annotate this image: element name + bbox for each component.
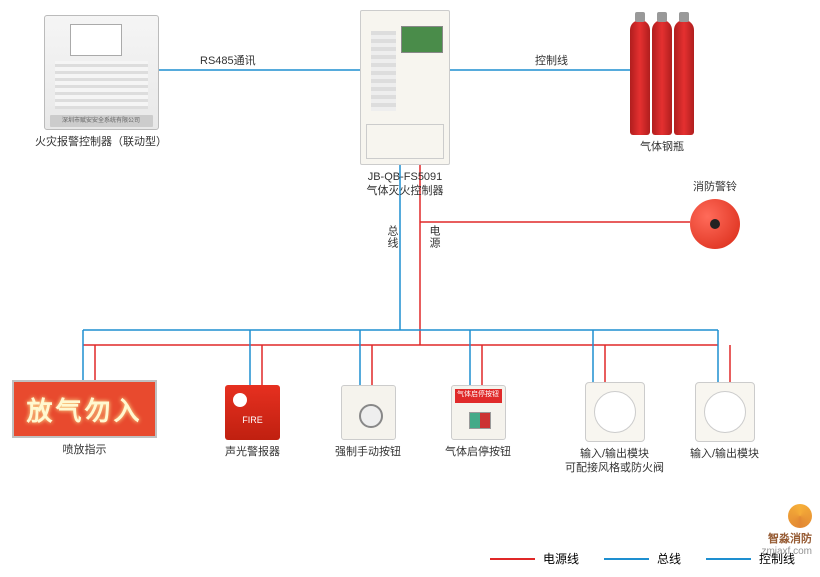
gas-extinguish-controller: JB-QB-FS5091 气体灭火控制器: [360, 10, 450, 199]
power-line-label: 电源: [426, 225, 442, 249]
legend-bus-label: 总线: [657, 550, 681, 567]
watermark-url: zmjaxf.com: [761, 546, 812, 557]
cabinet-footer-label: 深圳市赋安安全系统有限公司: [50, 115, 153, 127]
legend-power-line: [490, 558, 535, 560]
release-sign-icon: 放气勿入: [12, 380, 157, 438]
release-indicator: 放气勿入 喷放指示: [12, 380, 157, 457]
io-module-icon: [585, 382, 645, 442]
cabinet-icon: 深圳市赋安安全系统有限公司: [44, 15, 159, 130]
legend-power-label: 电源线: [543, 550, 579, 567]
sound-light-alarm-label: 声光警报器: [225, 445, 280, 459]
manual-button-icon: [341, 385, 396, 440]
start-stop-icon: 气体启停按钮: [451, 385, 506, 440]
fire-bell-label: 消防警铃: [693, 180, 737, 194]
legend-bus-line: [604, 558, 649, 560]
release-sign-label: 喷放指示: [63, 443, 107, 457]
legend-bus: 总线: [604, 550, 681, 567]
fire-bell-icon: [690, 199, 740, 249]
io-module-2: 输入/输出模块: [690, 382, 759, 461]
cylinder-group-icon: [630, 20, 694, 135]
io-module-1-label: 输入/输出模块 可配接风格或防火阀: [565, 447, 664, 476]
start-stop-label: 气体启停按钮: [445, 445, 511, 459]
fire-bell: 消防警铃: [690, 180, 740, 249]
legend-power: 电源线: [490, 550, 579, 567]
control-line-label: 控制线: [535, 52, 568, 68]
controller-panel-icon: [360, 10, 450, 165]
legend: 电源线 总线 控制线: [490, 550, 795, 567]
cylinders-label: 气体钢瓶: [640, 140, 684, 154]
rs485-label: RS485通讯: [200, 52, 256, 68]
bus-line-label: 总线: [384, 225, 400, 249]
watermark-icon: [788, 504, 812, 528]
manual-button: 强制手动按钮: [335, 385, 401, 459]
watermark-brand: 智淼消防: [768, 530, 812, 546]
gas-controller-label: JB-QB-FS5091 气体灭火控制器: [367, 170, 444, 199]
fire-alarm-icon: FIRE: [225, 385, 280, 440]
manual-button-label: 强制手动按钮: [335, 445, 401, 459]
watermark: 智淼消防 zmjaxf.com: [761, 504, 812, 557]
sound-light-alarm: FIRE 声光警报器: [225, 385, 280, 459]
io-module-icon: [695, 382, 755, 442]
gas-cylinders: 气体钢瓶: [630, 20, 694, 154]
io-module-1: 输入/输出模块 可配接风格或防火阀: [565, 382, 664, 476]
alarm-controller-label: 火灾报警控制器（联动型）: [35, 135, 167, 149]
fire-alarm-controller: 深圳市赋安安全系统有限公司 火灾报警控制器（联动型）: [35, 15, 167, 149]
io-module-2-label: 输入/输出模块: [690, 447, 759, 461]
legend-control-line: [706, 558, 751, 560]
start-stop-button: 气体启停按钮 气体启停按钮: [445, 385, 511, 459]
